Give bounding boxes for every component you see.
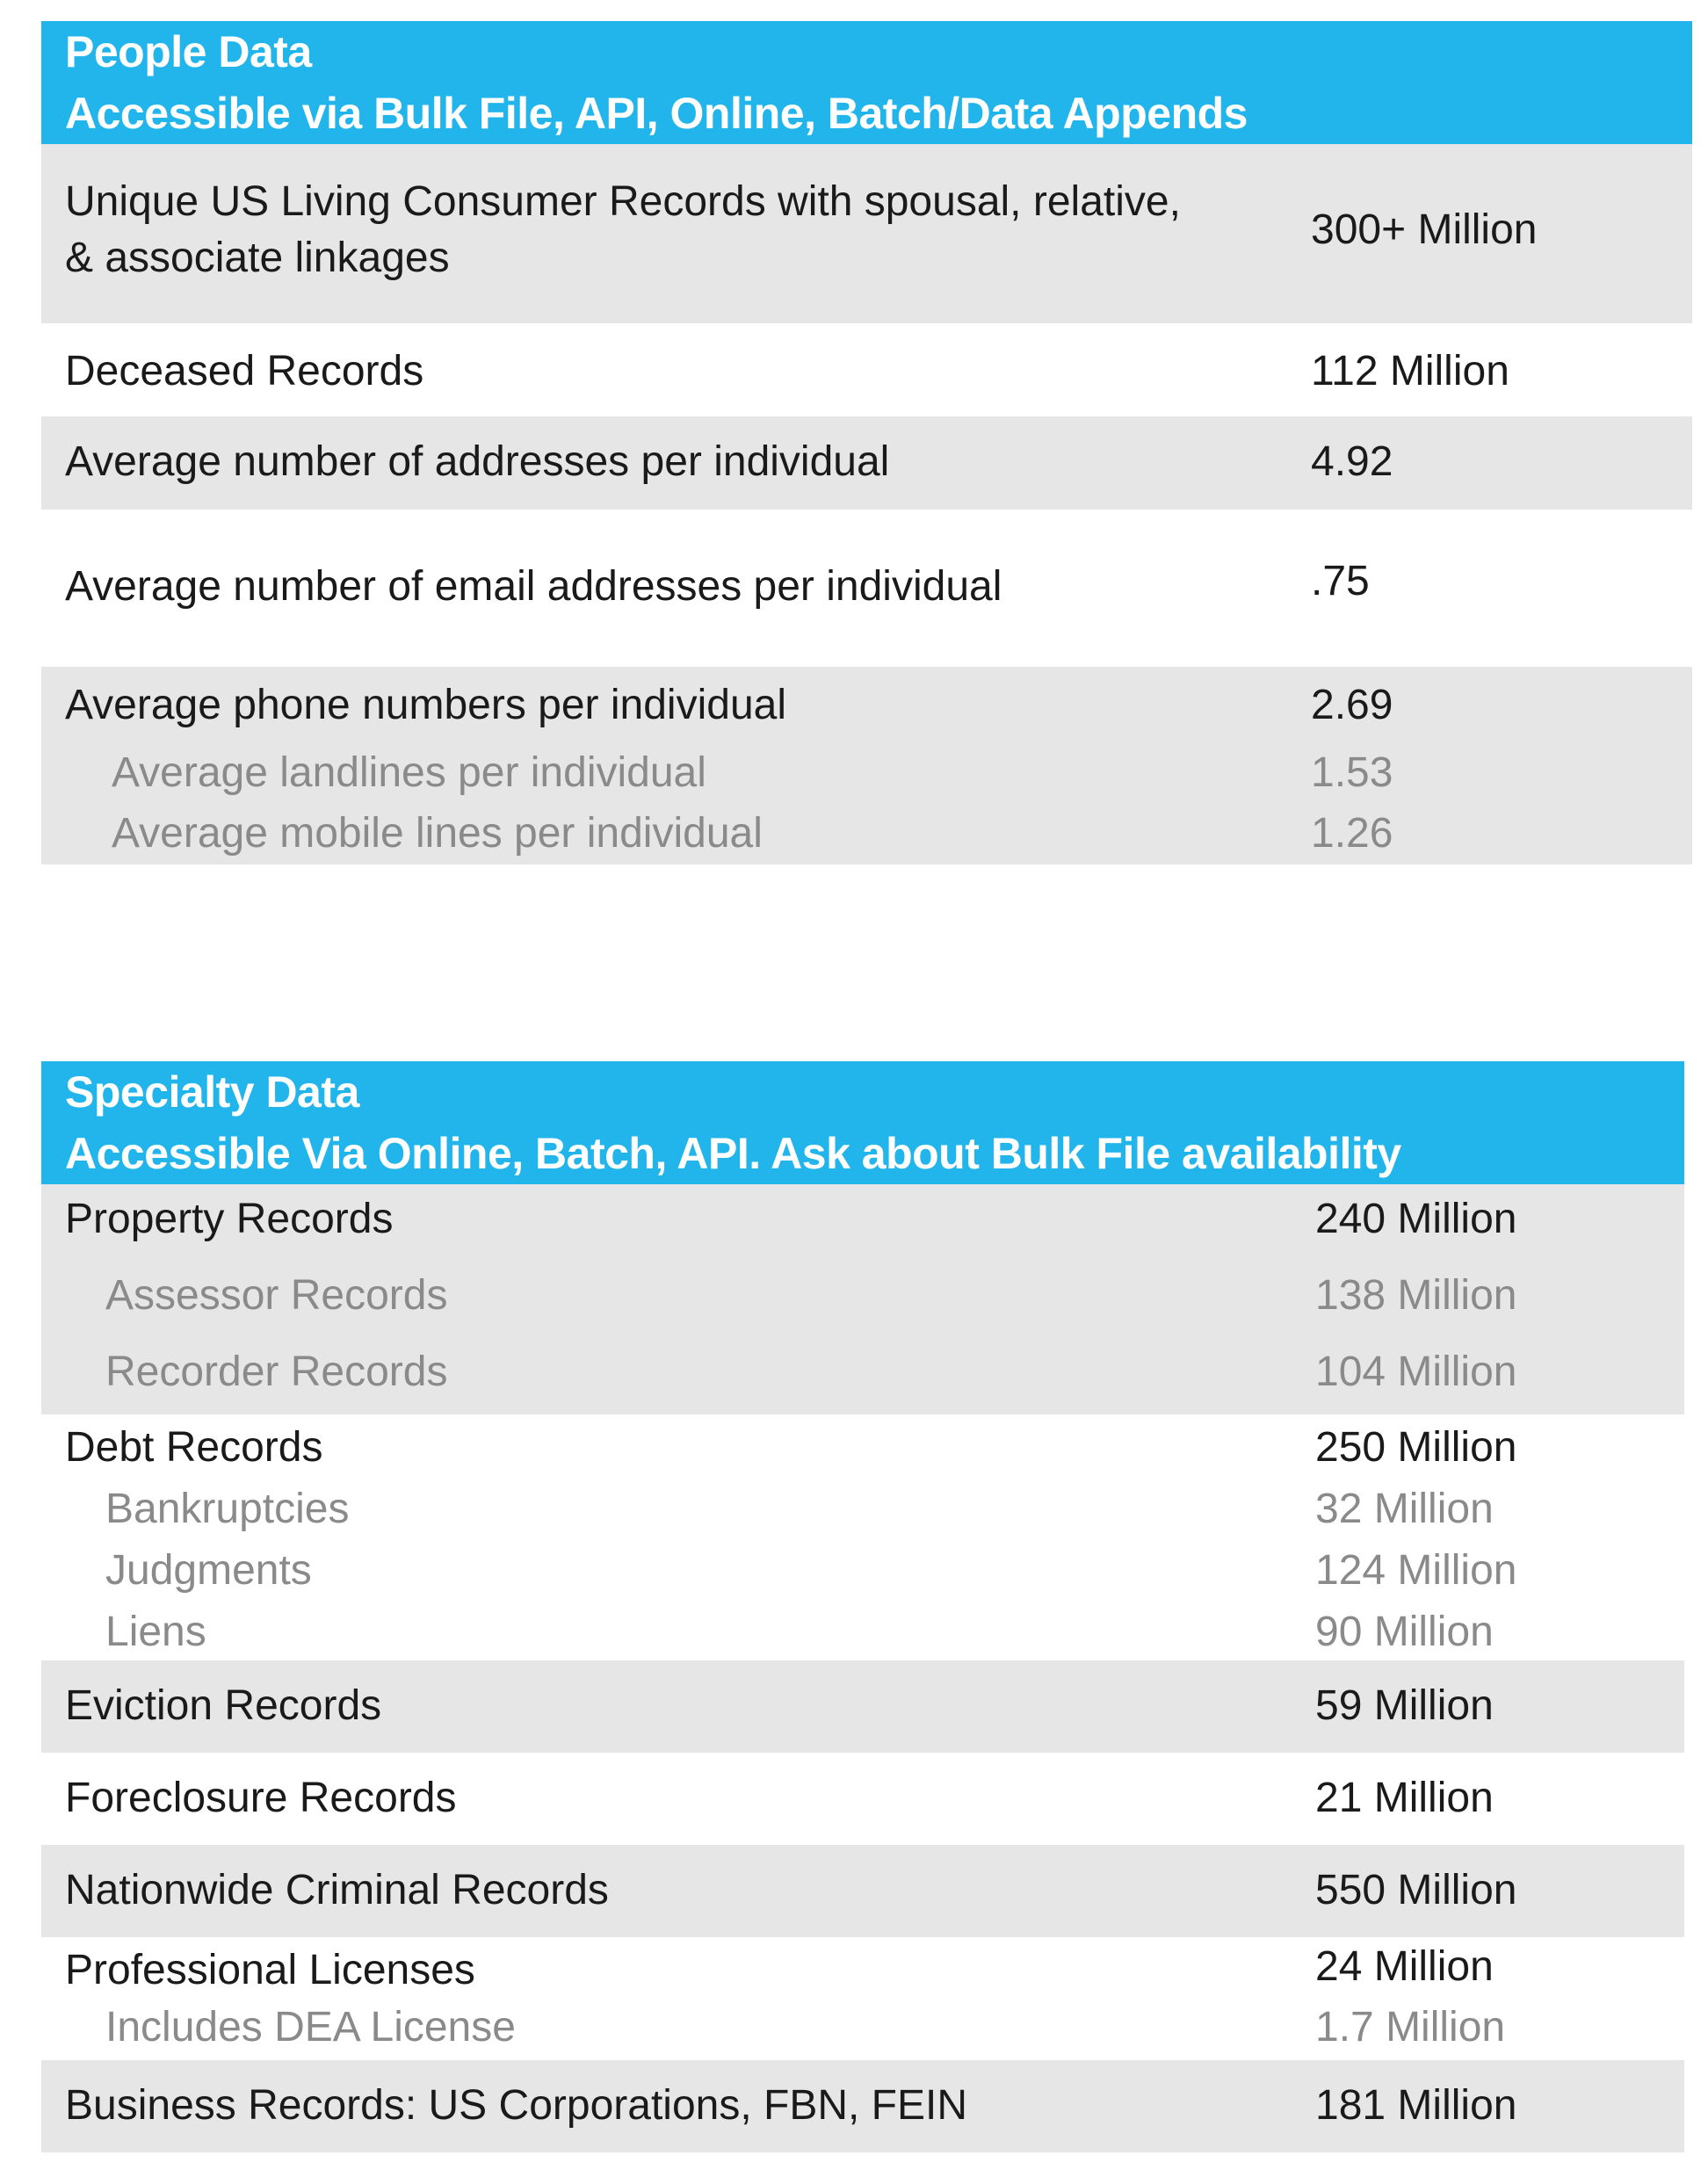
sub-row-label: Includes DEA License bbox=[105, 2004, 516, 2050]
sub-row-label: Bankruptcies bbox=[105, 1486, 350, 1532]
row-label: Deceased Records bbox=[65, 348, 424, 394]
row-value: 240 Million bbox=[1315, 1196, 1517, 1242]
table-row: Property Records 240 Million Assessor Re… bbox=[41, 1184, 1684, 1414]
table-row: Debt Records 250 Million Bankruptcies 32… bbox=[41, 1414, 1684, 1660]
sub-row-label: Judgments bbox=[105, 1547, 312, 1594]
sub-row-label: Average mobile lines per individual bbox=[112, 810, 763, 857]
row-value: 21 Million bbox=[1315, 1775, 1494, 1821]
specialty-data-header: Specialty Data Accessible Via Online, Ba… bbox=[41, 1061, 1684, 1184]
row-value: 59 Million bbox=[1315, 1682, 1494, 1729]
people-data-table: People Data Accessible via Bulk File, AP… bbox=[41, 21, 1692, 864]
people-data-subtitle: Accessible via Bulk File, API, Online, B… bbox=[65, 89, 1248, 138]
row-value: 4.92 bbox=[1311, 438, 1393, 485]
table-row: Average number of email addresses per in… bbox=[41, 510, 1692, 667]
sub-row-value: 138 Million bbox=[1315, 1272, 1517, 1319]
specialty-data-subtitle: Accessible Via Online, Batch, API. Ask a… bbox=[65, 1129, 1401, 1178]
table-row: Average number of addresses per individu… bbox=[41, 416, 1692, 510]
table-row: Average phone numbers per individual 2.6… bbox=[41, 667, 1692, 864]
row-value: 112 Million bbox=[1311, 348, 1509, 394]
sub-row-value: 1.26 bbox=[1311, 810, 1393, 857]
sub-row-label: Liens bbox=[105, 1609, 206, 1655]
row-label: Business Records: US Corporations, FBN, … bbox=[65, 2082, 968, 2129]
table-row: Deceased Records 112 Million bbox=[41, 323, 1692, 416]
table-row: Eviction Records 59 Million bbox=[41, 1660, 1684, 1753]
row-label: Average number of email addresses per in… bbox=[65, 563, 1002, 610]
row-value: 250 Million bbox=[1315, 1424, 1517, 1471]
sub-row-value: 90 Million bbox=[1315, 1609, 1494, 1655]
row-label: & associate linkages bbox=[65, 235, 450, 281]
row-value: 181 Million bbox=[1315, 2082, 1517, 2129]
sub-row-label: Recorder Records bbox=[105, 1349, 448, 1395]
sub-row-label: Assessor Records bbox=[105, 1272, 448, 1319]
row-value: 2.69 bbox=[1311, 682, 1393, 728]
sub-row-value: 124 Million bbox=[1315, 1547, 1517, 1594]
row-value: 550 Million bbox=[1315, 1867, 1517, 1913]
row-label: Nationwide Criminal Records bbox=[65, 1867, 609, 1913]
table-row: Foreclosure Records 21 Million bbox=[41, 1753, 1684, 1845]
sub-row-value: 104 Million bbox=[1315, 1349, 1517, 1395]
row-label: Average phone numbers per individual bbox=[65, 682, 786, 728]
row-value: 300+ Million bbox=[1311, 206, 1538, 253]
sub-row-value: 1.7 Million bbox=[1315, 2004, 1506, 2050]
table-row: Unique US Living Consumer Records with s… bbox=[41, 144, 1692, 323]
row-value: 24 Million bbox=[1315, 1943, 1494, 1990]
table-row: Nationwide Criminal Records 550 Million bbox=[41, 1845, 1684, 1937]
people-data-header: People Data Accessible via Bulk File, AP… bbox=[41, 21, 1692, 144]
sub-row-label: Average landlines per individual bbox=[112, 749, 706, 796]
row-value: .75 bbox=[1311, 558, 1370, 604]
people-data-title: People Data bbox=[65, 27, 312, 76]
row-label: Eviction Records bbox=[65, 1682, 382, 1729]
table-row: Professional Licenses 24 Million Include… bbox=[41, 1937, 1684, 2060]
row-label: Professional Licenses bbox=[65, 1947, 475, 1993]
sub-row-value: 1.53 bbox=[1311, 749, 1393, 796]
specialty-data-table: Specialty Data Accessible Via Online, Ba… bbox=[41, 1061, 1684, 2152]
row-label: Debt Records bbox=[65, 1424, 323, 1471]
row-label: Property Records bbox=[65, 1196, 394, 1242]
sub-row-value: 32 Million bbox=[1315, 1486, 1494, 1532]
specialty-data-title: Specialty Data bbox=[65, 1067, 359, 1117]
table-row: Business Records: US Corporations, FBN, … bbox=[41, 2060, 1684, 2152]
row-label: Foreclosure Records bbox=[65, 1775, 457, 1821]
row-label: Unique US Living Consumer Records with s… bbox=[65, 178, 1181, 225]
row-label: Average number of addresses per individu… bbox=[65, 438, 890, 485]
